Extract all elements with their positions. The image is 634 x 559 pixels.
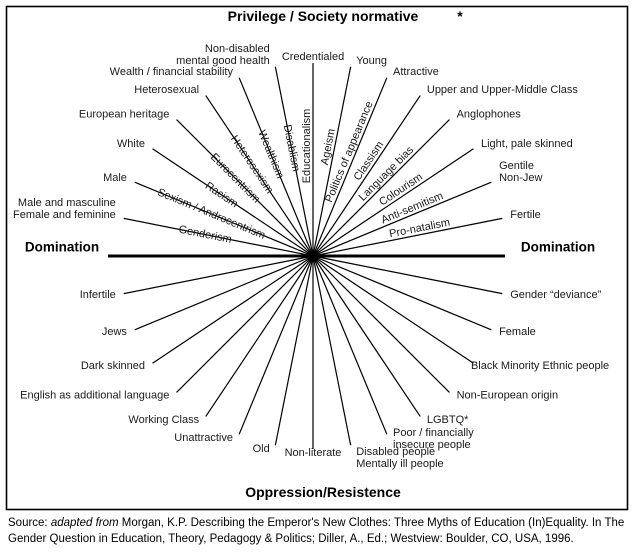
- svg-text:Credentialed: Credentialed: [282, 51, 344, 63]
- svg-text:Male and masculine: Male and masculine: [18, 197, 116, 209]
- svg-text:Domination: Domination: [25, 240, 99, 255]
- svg-text:Anglophones: Anglophones: [457, 108, 522, 120]
- svg-text:Non-disabled: Non-disabled: [205, 43, 270, 55]
- svg-text:Female and feminine: Female and feminine: [13, 209, 116, 221]
- svg-text:White: White: [117, 138, 145, 150]
- svg-text:Gentile: Gentile: [499, 160, 534, 172]
- svg-text:Working Class: Working Class: [128, 414, 199, 426]
- svg-text:Non-European origin: Non-European origin: [457, 390, 559, 402]
- svg-text:Oppression/Resistence: Oppression/Resistence: [245, 484, 401, 500]
- svg-text:Dark skinned: Dark skinned: [81, 360, 145, 372]
- svg-text:Black Minority Ethnic people: Black Minority Ethnic people: [471, 360, 609, 372]
- svg-text:Upper and Upper-Middle Class: Upper and Upper-Middle Class: [427, 84, 579, 96]
- svg-text:LGBTQ*: LGBTQ*: [427, 414, 469, 426]
- svg-text:Attractive: Attractive: [393, 66, 439, 78]
- svg-text:Female: Female: [499, 326, 536, 338]
- svg-text:Non-literate: Non-literate: [285, 447, 342, 459]
- svg-text:Young: Young: [356, 55, 387, 67]
- svg-text:Old: Old: [253, 443, 270, 455]
- svg-text:Jews: Jews: [102, 326, 128, 338]
- svg-text:Disabled people: Disabled people: [356, 446, 435, 458]
- svg-text:European heritage: European heritage: [79, 108, 170, 120]
- svg-text:Wealth / financial stability: Wealth / financial stability: [110, 66, 234, 78]
- svg-text:Gender “deviance”: Gender “deviance”: [510, 289, 601, 301]
- svg-text:Poor / financially: Poor / financially: [393, 427, 474, 439]
- svg-text:Light, pale skinned: Light, pale skinned: [481, 138, 573, 150]
- svg-text:Male: Male: [103, 172, 127, 184]
- svg-text:Genderism: Genderism: [178, 224, 233, 246]
- svg-text:Heterosexual: Heterosexual: [134, 84, 199, 96]
- svg-text:Privilege / Society normative: Privilege / Society normative: [228, 8, 419, 24]
- svg-text:Disablism: Disablism: [281, 124, 302, 173]
- svg-text:*: *: [457, 8, 463, 24]
- svg-text:Educationalism: Educationalism: [301, 109, 313, 184]
- svg-text:Unattractive: Unattractive: [174, 432, 233, 444]
- svg-text:Infertile: Infertile: [80, 289, 116, 301]
- svg-text:Domination: Domination: [521, 240, 595, 255]
- svg-text:English as additional language: English as additional language: [20, 390, 169, 402]
- svg-text:Non-Jew: Non-Jew: [499, 172, 542, 184]
- svg-text:Mentally ill people: Mentally ill people: [356, 458, 443, 470]
- svg-text:Fertile: Fertile: [510, 209, 541, 221]
